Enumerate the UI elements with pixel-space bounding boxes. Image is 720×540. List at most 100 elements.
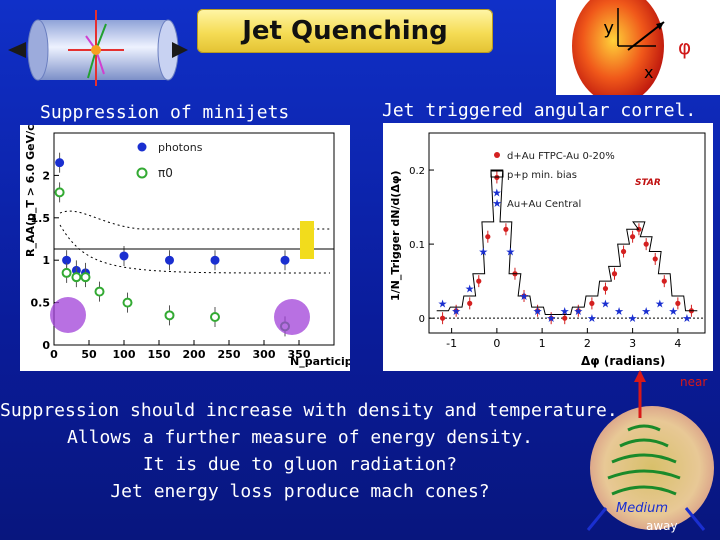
right-subtitle: Jet triggered angular correl. — [382, 100, 697, 121]
auau-point: ★ — [465, 283, 475, 296]
dau-point — [675, 300, 681, 306]
body-line: Allows a further measure of energy densi… — [67, 427, 533, 448]
x-tick-label: 0 — [50, 348, 58, 361]
dau-point — [611, 271, 618, 277]
legend-photons: photons — [158, 141, 203, 154]
photon-point — [119, 251, 129, 261]
y-tick-label: 0.2 — [409, 166, 425, 177]
legend-pp: p+p min. bias — [507, 170, 577, 181]
legend-dau: d+Au FTPC-Au 0-20% — [507, 151, 615, 162]
left-arrow-icon — [8, 42, 26, 58]
x-axis-label: x — [644, 63, 653, 82]
x-tick-label: -1 — [446, 337, 457, 350]
dphi-y-axis-label: 1/N_Trigger dN/d(Δφ) — [389, 171, 402, 301]
dau-point — [661, 278, 667, 284]
raa-chart-panel: 0 50 100 150 200 250 300 350 0 0.5 1 1.5 2 photons π… — [20, 119, 373, 371]
pi0-point — [54, 187, 65, 198]
x-tick-label: 350 — [288, 348, 311, 361]
pp-histogram — [436, 169, 698, 315]
dau-point — [630, 234, 636, 240]
pi0-point — [122, 297, 133, 308]
mach-cone-diagram: near Medium away — [586, 370, 714, 533]
y-tick-label: 0.1 — [409, 240, 425, 251]
x-tick-label: 250 — [218, 348, 241, 361]
dau-point — [467, 300, 473, 306]
x-tick-label: 150 — [148, 348, 171, 361]
auau-point: ★ — [492, 186, 502, 199]
auau-point: ★ — [546, 312, 556, 325]
auau-point: ★ — [533, 305, 543, 318]
x-tick-label: 200 — [183, 348, 206, 361]
slide-body: Suppression should increase with density… — [0, 397, 618, 505]
dau-point — [548, 315, 554, 321]
right-arrow-icon — [172, 42, 188, 58]
dau-point — [620, 248, 627, 255]
x-tick-label: 0 — [493, 337, 500, 350]
auau-point: ★ — [560, 305, 570, 318]
y-tick-label: 0 — [419, 314, 425, 325]
legend-pi0: π0 — [158, 166, 173, 180]
photon-point — [280, 255, 290, 265]
dau-point — [643, 241, 649, 247]
title-banner: Jet Quenching — [197, 9, 493, 53]
dphi-chart-panel: -1 0 1 2 3 4 0 0.1 0.2 ★ ★ ★ ★ ★ ★ ★ ★ ★ ★ ★ ★ ★ ★ ★ ★ ★ ★ ★ d+Au … — [383, 123, 713, 371]
dphi-x-axis-label: Δφ (radians) — [581, 354, 665, 368]
star-badge: STAR — [635, 178, 661, 188]
dau-point — [652, 256, 658, 262]
auau-point: ★ — [438, 297, 448, 310]
legend-auau: Au+Au Central — [507, 199, 581, 210]
pi0-point — [210, 312, 220, 323]
dau-point — [453, 308, 459, 314]
dau-point — [589, 300, 595, 306]
dau-point — [602, 285, 609, 292]
y-tick-label: 1 — [42, 254, 50, 267]
left-subtitle: Suppression of minijets — [40, 102, 290, 123]
x-tick-label: 100 — [113, 348, 136, 361]
dau-point — [503, 226, 509, 232]
body-line: It is due to gluon radiation? — [142, 454, 458, 475]
y-tick-label: 1.5 — [31, 212, 51, 225]
auau-point: ★ — [614, 305, 624, 318]
dau-point — [476, 278, 482, 284]
dau-point — [439, 315, 446, 321]
svg-text:★: ★ — [492, 197, 502, 210]
auau-point: ★ — [628, 312, 638, 325]
y-tick-label: 0.5 — [31, 297, 51, 310]
slide-title: Jet Quenching — [242, 16, 448, 46]
peripheral-blob — [50, 297, 86, 333]
dphi-chart: -1 0 1 2 3 400.10.2 ★★★★★★★★★★ ★★★★★★★★★ d+Au … — [383, 123, 713, 371]
systematic-band — [300, 221, 314, 259]
x-tick-label: 4 — [674, 337, 681, 350]
auau-point: ★ — [601, 297, 611, 310]
auau-point: ★ — [641, 305, 651, 318]
auau-point: ★ — [682, 312, 692, 325]
x-tick-label: 2 — [584, 337, 591, 350]
y-tick-label: 0 — [42, 339, 50, 352]
photon-point — [55, 158, 65, 168]
x-tick-label: 1 — [539, 337, 546, 350]
auau-point: ★ — [506, 246, 516, 259]
y-tick-label: 2 — [42, 169, 50, 182]
collision-cylinder-graphic — [8, 10, 188, 86]
reaction-plane-diagram: y x φ — [556, 0, 720, 95]
phi-label: φ — [678, 35, 691, 59]
auau-point: ★ — [519, 290, 529, 303]
pi0-point — [80, 272, 91, 283]
raa-y-axis-label: R_AA(p_T > 6.0 GeV/c) — [24, 125, 37, 257]
body-line: Suppression should increase with density… — [0, 400, 618, 421]
raa-x-axis-label: N_participant — [290, 355, 350, 368]
pi0-point — [71, 272, 82, 283]
dau-point — [562, 315, 568, 321]
near-label: near — [680, 375, 707, 389]
auau-point: ★ — [573, 305, 583, 318]
auau-point: ★ — [587, 312, 597, 325]
medium-label: Medium — [616, 501, 668, 516]
photon-point — [165, 255, 174, 265]
pi0-point — [164, 310, 175, 321]
dau-point — [534, 308, 541, 314]
pi0-point — [61, 267, 72, 278]
auau-point: ★ — [655, 297, 665, 310]
pi0-point — [94, 286, 105, 297]
auau-point: ★ — [668, 305, 678, 318]
auau-point: ★ — [451, 305, 461, 318]
